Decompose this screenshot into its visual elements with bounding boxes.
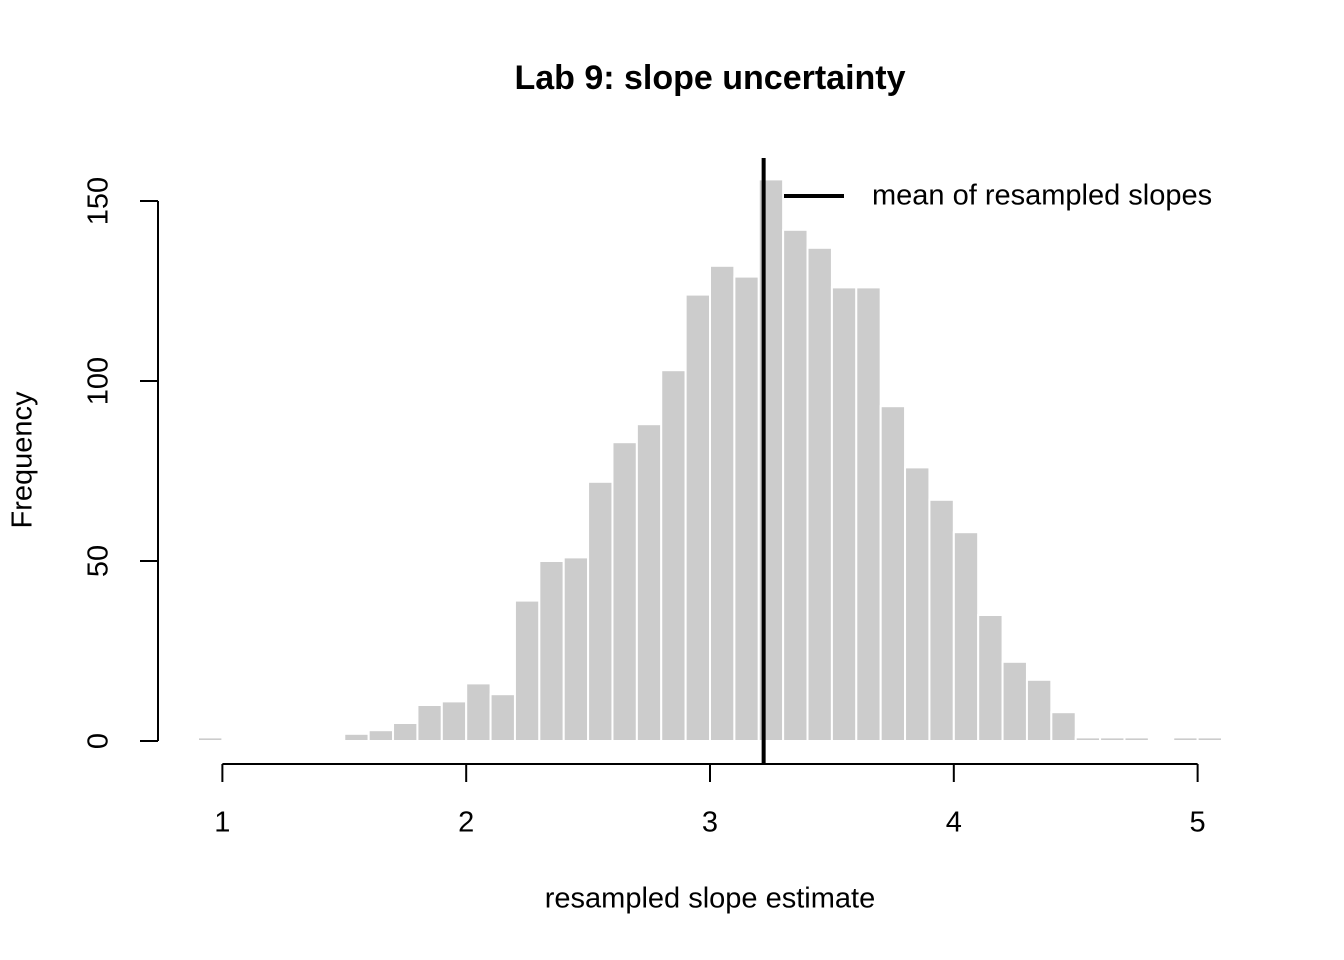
x-tick-label: 2 — [458, 807, 474, 839]
x-axis-label: resampled slope estimate — [545, 883, 875, 915]
bar — [416, 704, 443, 742]
x-tick-label: 1 — [214, 807, 230, 839]
x-tick-label: 5 — [1190, 807, 1206, 839]
y-tick-label: 100 — [83, 357, 115, 405]
bar — [197, 736, 224, 743]
bar — [1172, 736, 1199, 743]
y-tick-label: 150 — [83, 177, 115, 225]
bar — [440, 700, 468, 743]
bar — [928, 498, 955, 742]
x-tick-label: 3 — [702, 807, 718, 839]
bar — [782, 228, 809, 743]
chart-title: Lab 9: slope uncertainty — [514, 59, 905, 97]
bar — [952, 531, 980, 743]
bar — [1050, 711, 1077, 743]
bar — [709, 264, 736, 742]
bar — [855, 286, 882, 742]
bar — [465, 682, 492, 743]
bar — [1074, 736, 1102, 743]
bar — [562, 556, 590, 743]
bar — [392, 722, 419, 742]
bar — [1001, 660, 1028, 742]
x-tick-label: 4 — [946, 807, 962, 839]
y-axis-label: Frequency — [7, 391, 39, 529]
y-tick-label: 0 — [83, 733, 115, 749]
bar — [611, 441, 638, 742]
bar — [1123, 736, 1150, 743]
bar — [489, 693, 516, 743]
bar — [733, 275, 760, 742]
bar — [660, 369, 687, 742]
bar — [538, 560, 565, 742]
bar — [635, 423, 663, 742]
bar — [367, 729, 395, 743]
bar — [513, 599, 541, 742]
bar — [1196, 736, 1223, 743]
bar — [806, 246, 833, 743]
bar — [830, 286, 858, 742]
bar — [343, 732, 370, 742]
bar — [1025, 678, 1053, 742]
bar — [879, 405, 907, 742]
bar — [587, 480, 614, 742]
y-tick-label: 50 — [83, 545, 115, 577]
bar — [1099, 736, 1126, 743]
bar — [977, 614, 1004, 742]
bar — [904, 466, 931, 742]
bar — [684, 293, 711, 742]
legend-label: mean of resampled slopes — [872, 180, 1212, 212]
